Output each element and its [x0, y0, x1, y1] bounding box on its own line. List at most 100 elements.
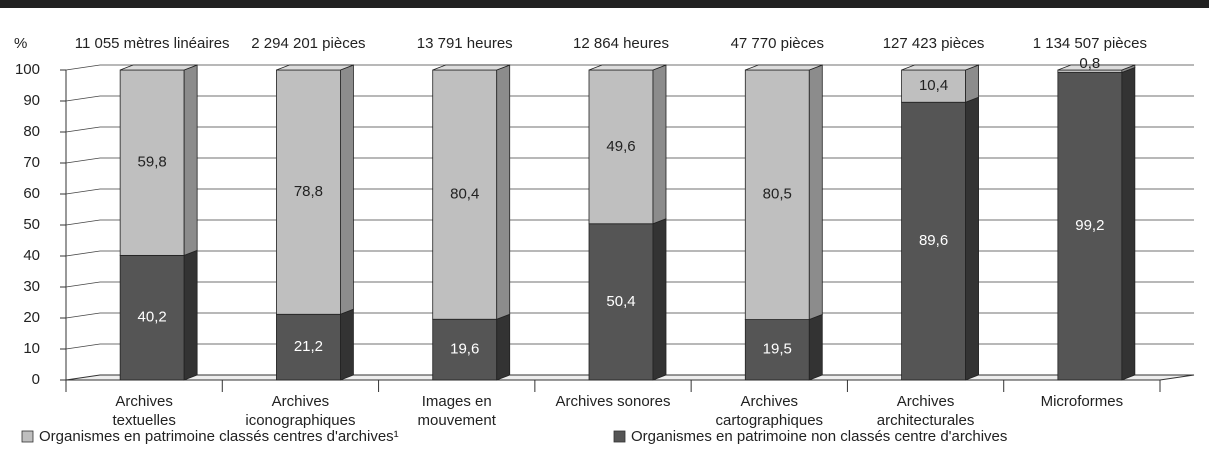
bar-side [496, 313, 511, 381]
x-tick-label: architecturales [877, 412, 975, 429]
x-tick-label: cartographiques [715, 412, 823, 429]
bar-side [183, 64, 198, 256]
total-label: 1 134 507 pièces [1033, 35, 1147, 52]
bar-segment [432, 313, 511, 381]
bar-front [276, 313, 341, 381]
x-tick-label: Images en [422, 393, 492, 410]
total-label: 2 294 201 pièces [251, 35, 365, 52]
value-label: 78,8 [294, 183, 323, 200]
x-tick-label: iconographiques [245, 412, 355, 429]
y-tick-label: 90 [23, 92, 40, 109]
legend-label: Organismes en patrimoine non classés cen… [631, 428, 1007, 445]
bar-front [744, 69, 810, 320]
value-label: 89,6 [919, 232, 948, 249]
x-tick-label: Archives sonores [555, 393, 670, 410]
value-label: 80,5 [763, 186, 792, 203]
bar-segment [1057, 64, 1136, 74]
value-label: 59,8 [138, 154, 167, 171]
value-label: 19,5 [763, 341, 792, 358]
bar-front [1057, 72, 1123, 381]
grid-line [65, 312, 1194, 319]
legend-label: Organismes en patrimoine classés centres… [39, 428, 399, 445]
y-tick-label: 30 [23, 278, 40, 295]
bar-side [183, 249, 198, 381]
total-label: 127 423 pièces [883, 35, 985, 52]
grid-line [65, 250, 1194, 257]
value-label: 10,4 [919, 77, 948, 94]
y-tick-label: 40 [23, 247, 40, 264]
value-label: 80,4 [450, 186, 479, 203]
y-tick-label: 70 [23, 154, 40, 171]
bar-segment [901, 64, 979, 103]
legend-swatch [613, 430, 626, 443]
top-rule [0, 0, 1209, 8]
bar-top [432, 64, 510, 71]
bar-top [119, 64, 198, 71]
total-label: 13 791 heures [417, 35, 513, 52]
bar-segment [276, 64, 354, 315]
grid-line [65, 219, 1194, 226]
bar-side [965, 96, 979, 381]
x-tick-label: Archives [897, 393, 955, 410]
bar-front [588, 69, 654, 225]
bar-front [588, 223, 654, 381]
grid-line [65, 343, 1194, 350]
value-label: 50,4 [606, 293, 635, 310]
bar-segment [119, 64, 198, 256]
x-tick-label: mouvement [418, 412, 497, 429]
y-tick-label: 0 [32, 371, 40, 388]
grid-line [65, 281, 1194, 288]
bar-side [808, 313, 823, 381]
bar-top [588, 64, 667, 71]
bar-side [652, 218, 667, 381]
grid-line [65, 188, 1194, 195]
y-tick-label: 10 [23, 340, 40, 357]
bar-side [965, 64, 979, 103]
bar-segment [901, 96, 979, 381]
y-tick-label: 20 [23, 309, 40, 326]
bar-segment [119, 249, 198, 381]
value-label: 40,2 [138, 309, 167, 326]
x-tick-label: textuelles [112, 412, 175, 429]
value-label: 0,8 [1079, 55, 1100, 72]
bar-segment [588, 64, 667, 225]
value-label: 49,6 [606, 138, 635, 155]
bar-front [119, 69, 185, 256]
bar-segment [588, 218, 667, 381]
bar-side [652, 64, 667, 225]
x-tick-label: Archives [272, 393, 330, 410]
bar-front [901, 69, 966, 103]
bar-top [745, 64, 823, 71]
y-tick-label: 60 [23, 185, 40, 202]
bar-top [1057, 64, 1136, 71]
y-axis-label: % [14, 35, 27, 52]
total-label: 11 055 mètres linéaires [75, 35, 230, 52]
bar-front [432, 318, 498, 381]
bar-segment [744, 64, 823, 321]
bar-side [496, 64, 511, 320]
total-label: 47 770 pièces [731, 35, 824, 52]
value-label: 19,6 [450, 341, 479, 358]
bar-top [901, 64, 979, 71]
grid-line [65, 64, 1194, 71]
bar-segment [276, 308, 354, 381]
y-tick-label: 100 [15, 61, 40, 78]
total-label: 12 864 heures [573, 35, 669, 52]
value-label: 21,2 [294, 338, 323, 355]
bar-side [340, 64, 354, 315]
grid-line [65, 126, 1194, 133]
bar-side [1121, 66, 1136, 381]
bar-side [340, 308, 354, 381]
bar-top [276, 64, 354, 71]
grid-line [65, 95, 1194, 102]
bar-segment [432, 64, 511, 320]
x-tick-label: Archives [741, 393, 799, 410]
y-tick-label: 80 [23, 123, 40, 140]
bar-side [808, 64, 823, 321]
grid-line [65, 157, 1194, 164]
legend-swatch [21, 430, 34, 443]
x-tick-label: Microformes [1041, 393, 1124, 410]
y-tick-label: 50 [23, 216, 40, 233]
value-label: 99,2 [1075, 217, 1104, 234]
